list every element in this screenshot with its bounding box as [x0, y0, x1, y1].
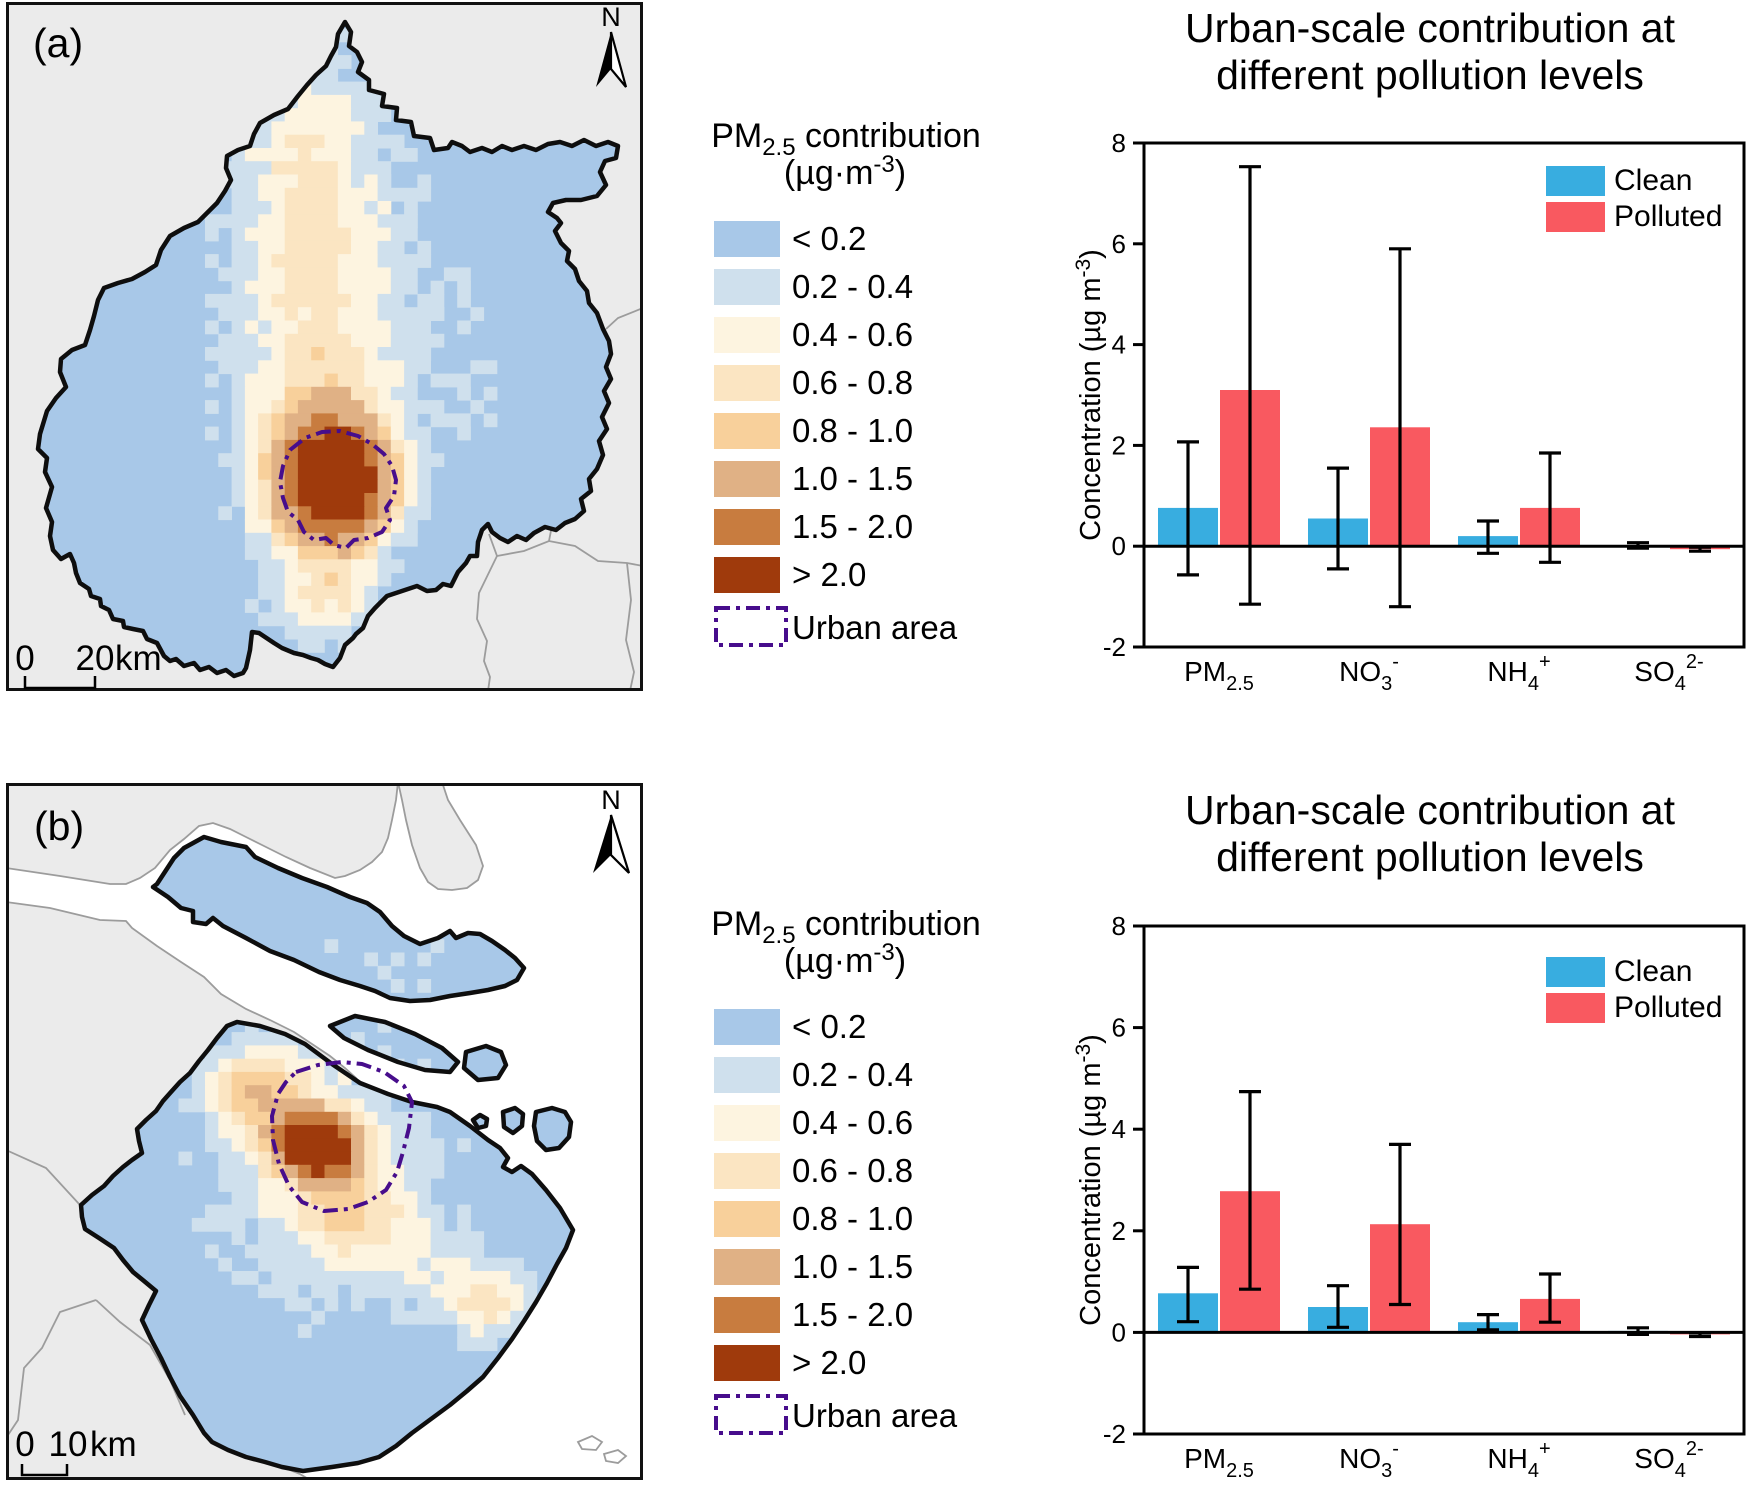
svg-text:0.4 - 0.6: 0.4 - 0.6: [792, 316, 913, 353]
svg-text:0.4 - 0.6: 0.4 - 0.6: [792, 1104, 913, 1141]
svg-text:N: N: [601, 785, 621, 815]
svg-text:2: 2: [1112, 1216, 1126, 1246]
svg-text:(µg·m-3): (µg·m-3): [784, 151, 906, 192]
svg-text:> 2.0: > 2.0: [792, 556, 866, 593]
svg-text:0: 0: [1112, 1317, 1126, 1347]
svg-text:0: 0: [15, 639, 34, 678]
svg-text:different pollution levels: different pollution levels: [1216, 834, 1644, 880]
svg-text:1.0 - 1.5: 1.0 - 1.5: [792, 460, 913, 497]
svg-text:km: km: [90, 1425, 137, 1464]
svg-text:km: km: [115, 639, 162, 678]
svg-text:(a): (a): [33, 20, 83, 66]
svg-text:< 0.2: < 0.2: [792, 1008, 866, 1045]
svg-text:PM2.5 contribution: PM2.5 contribution: [711, 117, 981, 161]
svg-text:> 2.0: > 2.0: [792, 1344, 866, 1381]
svg-text:-2: -2: [1103, 632, 1126, 662]
svg-text:different pollution levels: different pollution levels: [1216, 52, 1644, 98]
svg-text:0.6 - 0.8: 0.6 - 0.8: [792, 1152, 913, 1189]
svg-text:< 0.2: < 0.2: [792, 220, 866, 257]
svg-text:10: 10: [49, 1425, 88, 1464]
svg-text:1.0 - 1.5: 1.0 - 1.5: [792, 1248, 913, 1285]
svg-text:Polluted: Polluted: [1614, 200, 1722, 233]
svg-text:N: N: [601, 2, 621, 32]
svg-text:Clean: Clean: [1614, 955, 1692, 988]
svg-text:Urban-scale contribution at: Urban-scale contribution at: [1185, 5, 1676, 51]
svg-text:Urban area: Urban area: [792, 609, 958, 646]
svg-text:Polluted: Polluted: [1614, 991, 1722, 1024]
svg-text:2: 2: [1112, 430, 1126, 460]
svg-text:8: 8: [1112, 128, 1126, 158]
svg-text:8: 8: [1112, 911, 1126, 941]
svg-text:0.8 - 1.0: 0.8 - 1.0: [792, 1200, 913, 1237]
svg-text:Urban area: Urban area: [792, 1397, 958, 1434]
svg-text:0: 0: [15, 1425, 34, 1464]
svg-text:0.8 - 1.0: 0.8 - 1.0: [792, 412, 913, 449]
svg-text:Urban-scale contribution at: Urban-scale contribution at: [1185, 787, 1676, 833]
svg-text:0: 0: [1112, 531, 1126, 561]
svg-text:0.6 - 0.8: 0.6 - 0.8: [792, 364, 913, 401]
svg-text:6: 6: [1112, 1013, 1126, 1043]
svg-text:0.2 - 0.4: 0.2 - 0.4: [792, 268, 913, 305]
svg-text:PM2.5 contribution: PM2.5 contribution: [711, 905, 981, 949]
svg-text:Clean: Clean: [1614, 164, 1692, 197]
svg-text:6: 6: [1112, 229, 1126, 259]
svg-text:4: 4: [1112, 1114, 1126, 1144]
svg-text:-2: -2: [1103, 1419, 1126, 1449]
svg-text:(b): (b): [34, 803, 84, 849]
svg-text:20: 20: [76, 639, 115, 678]
svg-text:Concentration (µg m-3): Concentration (µg m-3): [1072, 249, 1107, 541]
svg-text:4: 4: [1112, 330, 1126, 360]
svg-text:Concentration (µg m-3): Concentration (µg m-3): [1072, 1034, 1107, 1326]
svg-text:0.2 - 0.4: 0.2 - 0.4: [792, 1056, 913, 1093]
svg-text:1.5 - 2.0: 1.5 - 2.0: [792, 1296, 913, 1333]
svg-text:1.5 - 2.0: 1.5 - 2.0: [792, 508, 913, 545]
